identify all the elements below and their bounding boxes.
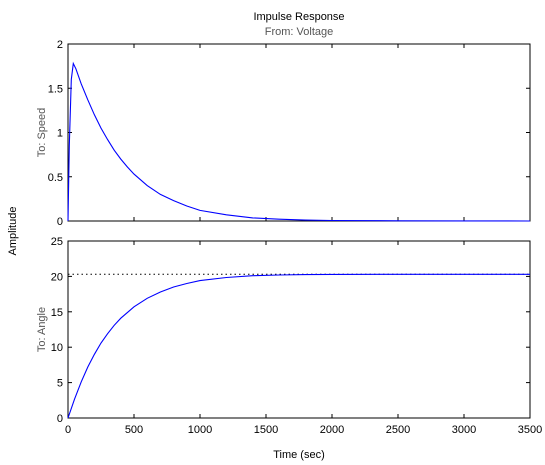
row-label-1: To: Angle [36,307,48,352]
x-tick-label: 0 [65,424,71,436]
y-tick-label: 20 [51,271,63,283]
figure-subtitle: From: Voltage [265,26,333,38]
y-tick-label: 10 [51,342,63,354]
row-label-0: To: Speed [36,108,48,158]
y-tick-label: 5 [57,378,63,390]
y-tick-label: 15 [51,307,63,319]
y-tick-label: 25 [51,236,63,248]
y-tick-label: 2 [57,39,63,51]
x-tick-label: 2500 [386,424,410,436]
x-tick-label: 500 [125,424,143,436]
y-tick-label: 1 [57,128,63,140]
series-line-0-0 [67,61,531,222]
angle-subplot: 0 500 1000 1500 2000 2500 3000 3500 0 5 10 15 20 25 To… [36,236,542,436]
x-tick-label: 3500 [518,424,542,436]
figure-ylabel: Amplitude [7,207,19,256]
axes-frame-1 [67,240,531,419]
series-line-1-0 [67,273,530,419]
x-tick-label: 1500 [254,424,278,436]
y-tick-label: 0.5 [48,172,63,184]
y-tick-label: 0 [57,216,63,228]
axes-frame-0 [67,43,531,222]
y-tick-label: 1.5 [48,83,63,95]
y-tick-label: 0 [57,413,63,425]
x-tick-label: 2000 [320,424,344,436]
figure-xlabel: Time (sec) [273,449,325,461]
speed-subplot: 0 0.5 1 1.5 2 To: Speed [36,39,531,228]
figure-title: Impulse Response [253,11,344,23]
x-tick-label: 3000 [452,424,476,436]
x-tick-label: 1000 [188,424,212,436]
